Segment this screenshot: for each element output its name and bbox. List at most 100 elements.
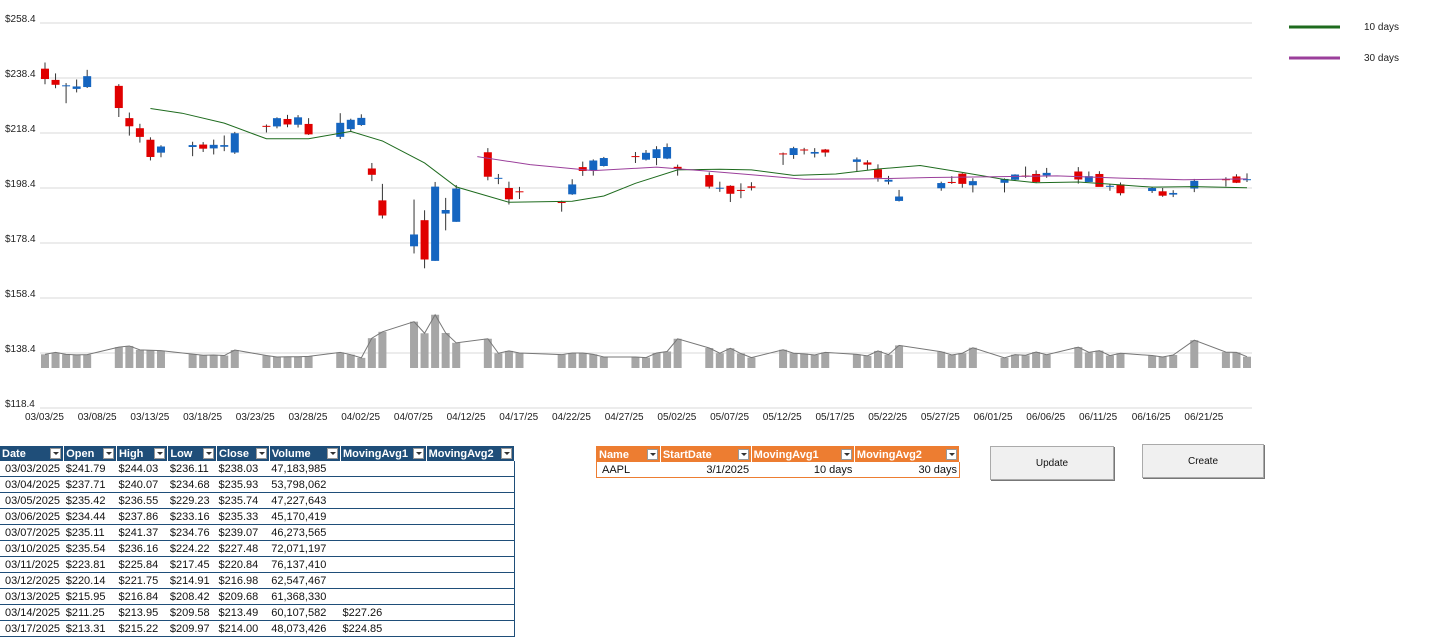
table-cell[interactable]: 48,073,426 [269, 620, 341, 637]
table-cell[interactable] [340, 556, 427, 573]
table-cell[interactable]: 03/12/2025 [0, 572, 64, 589]
table-cell[interactable]: $227.26 [340, 604, 427, 621]
table-cell[interactable]: 03/05/2025 [0, 492, 64, 509]
table-cell[interactable]: 03/04/2025 [0, 476, 64, 493]
table-cell[interactable]: $216.84 [116, 588, 168, 605]
table-cell[interactable]: $221.75 [116, 572, 168, 589]
table-cell[interactable] [340, 572, 427, 589]
table-cell[interactable]: $208.42 [167, 588, 217, 605]
table-cell[interactable] [426, 476, 515, 493]
table-cell[interactable]: $213.95 [116, 604, 168, 621]
table-cell[interactable]: $213.31 [63, 620, 117, 637]
table-cell[interactable]: 03/14/2025 [0, 604, 64, 621]
table-cell[interactable]: 03/10/2025 [0, 540, 64, 557]
table-cell[interactable]: $233.16 [167, 508, 217, 525]
table-cell[interactable]: $209.97 [167, 620, 217, 637]
table-cell[interactable] [426, 620, 515, 637]
table-cell[interactable] [340, 461, 427, 477]
table-cell[interactable]: $235.42 [63, 492, 117, 509]
table-cell[interactable]: $237.71 [63, 476, 117, 493]
table-cell[interactable]: 76,137,410 [269, 556, 341, 573]
table-cell[interactable] [426, 540, 515, 557]
table-cell[interactable] [426, 604, 515, 621]
table-cell[interactable]: $224.85 [340, 620, 427, 637]
table-cell[interactable] [340, 508, 427, 525]
table-cell[interactable]: 62,547,467 [269, 572, 341, 589]
update-button[interactable]: Update [990, 446, 1114, 480]
table-cell[interactable]: 53,798,062 [269, 476, 341, 493]
table-cell[interactable] [426, 524, 515, 541]
table-cell[interactable]: 03/07/2025 [0, 524, 64, 541]
table-cell[interactable]: $239.07 [216, 524, 270, 541]
table-cell[interactable]: $214.00 [216, 620, 270, 637]
table-cell[interactable]: $240.07 [116, 476, 168, 493]
table-cell[interactable]: $236.16 [116, 540, 168, 557]
table-cell[interactable]: 60,107,582 [269, 604, 341, 621]
parameter-cell[interactable]: 3/1/2025 [706, 463, 750, 476]
table-cell[interactable]: 03/17/2025 [0, 620, 64, 637]
table-cell[interactable]: $209.68 [216, 588, 270, 605]
table-cell[interactable]: 47,183,985 [269, 461, 341, 477]
filter-dropdown-icon[interactable] [501, 448, 512, 459]
table-cell[interactable]: $234.76 [167, 524, 217, 541]
table-cell[interactable]: $235.54 [63, 540, 117, 557]
table-cell[interactable]: $214.91 [167, 572, 217, 589]
table-cell[interactable] [340, 492, 427, 509]
table-cell[interactable]: $236.11 [167, 461, 217, 477]
table-cell[interactable]: 03/11/2025 [0, 556, 64, 573]
table-cell[interactable]: $217.45 [167, 556, 217, 573]
table-cell[interactable]: 47,227,643 [269, 492, 341, 509]
parameter-cell[interactable]: AAPL [602, 463, 631, 476]
table-cell[interactable]: $235.74 [216, 492, 270, 509]
filter-dropdown-icon[interactable] [327, 448, 338, 459]
table-cell[interactable]: $209.58 [167, 604, 217, 621]
filter-dropdown-icon[interactable] [840, 449, 852, 460]
table-cell[interactable]: $234.44 [63, 508, 117, 525]
table-cell[interactable] [340, 524, 427, 541]
table-cell[interactable]: $220.84 [216, 556, 270, 573]
filter-dropdown-icon[interactable] [50, 448, 62, 459]
filter-dropdown-icon[interactable] [737, 449, 749, 460]
table-cell[interactable]: 72,071,197 [269, 540, 341, 557]
filter-dropdown-icon[interactable] [412, 448, 424, 459]
table-cell[interactable]: $215.22 [116, 620, 168, 637]
table-cell[interactable] [426, 588, 515, 605]
table-cell[interactable]: $238.03 [216, 461, 270, 477]
table-cell[interactable]: $216.98 [216, 572, 270, 589]
table-cell[interactable]: $229.23 [167, 492, 217, 509]
parameter-cell[interactable]: 10 days [813, 463, 853, 476]
table-cell[interactable]: $237.86 [116, 508, 168, 525]
table-cell[interactable] [426, 461, 515, 477]
table-cell[interactable]: $223.81 [63, 556, 117, 573]
table-cell[interactable]: $227.48 [216, 540, 270, 557]
table-cell[interactable]: $225.84 [116, 556, 168, 573]
table-cell[interactable]: $220.14 [63, 572, 117, 589]
table-cell[interactable]: $215.95 [63, 588, 117, 605]
table-cell[interactable] [340, 540, 427, 557]
filter-dropdown-icon[interactable] [646, 449, 658, 460]
table-cell[interactable]: $224.22 [167, 540, 217, 557]
table-cell[interactable] [426, 572, 515, 589]
filter-dropdown-icon[interactable] [154, 448, 166, 459]
table-cell[interactable] [426, 556, 515, 573]
table-cell[interactable]: $235.11 [63, 524, 117, 541]
table-cell[interactable] [340, 588, 427, 605]
table-cell[interactable]: $234.68 [167, 476, 217, 493]
table-cell[interactable]: 03/06/2025 [0, 508, 64, 525]
table-cell[interactable]: 46,273,565 [269, 524, 341, 541]
table-cell[interactable]: $241.79 [63, 461, 117, 477]
create-button[interactable]: Create [1142, 444, 1264, 478]
table-cell[interactable]: $235.33 [216, 508, 270, 525]
table-cell[interactable]: $235.93 [216, 476, 270, 493]
table-cell[interactable]: $211.25 [63, 604, 117, 621]
table-cell[interactable]: 61,368,330 [269, 588, 341, 605]
table-cell[interactable]: 03/13/2025 [0, 588, 64, 605]
filter-dropdown-icon[interactable] [102, 448, 114, 459]
filter-dropdown-icon[interactable] [203, 448, 215, 459]
table-cell[interactable] [340, 476, 427, 493]
table-cell[interactable]: $236.55 [116, 492, 168, 509]
filter-dropdown-icon[interactable] [255, 448, 267, 459]
table-cell[interactable] [426, 492, 515, 509]
table-cell[interactable]: $213.49 [216, 604, 270, 621]
table-cell[interactable] [426, 508, 515, 525]
